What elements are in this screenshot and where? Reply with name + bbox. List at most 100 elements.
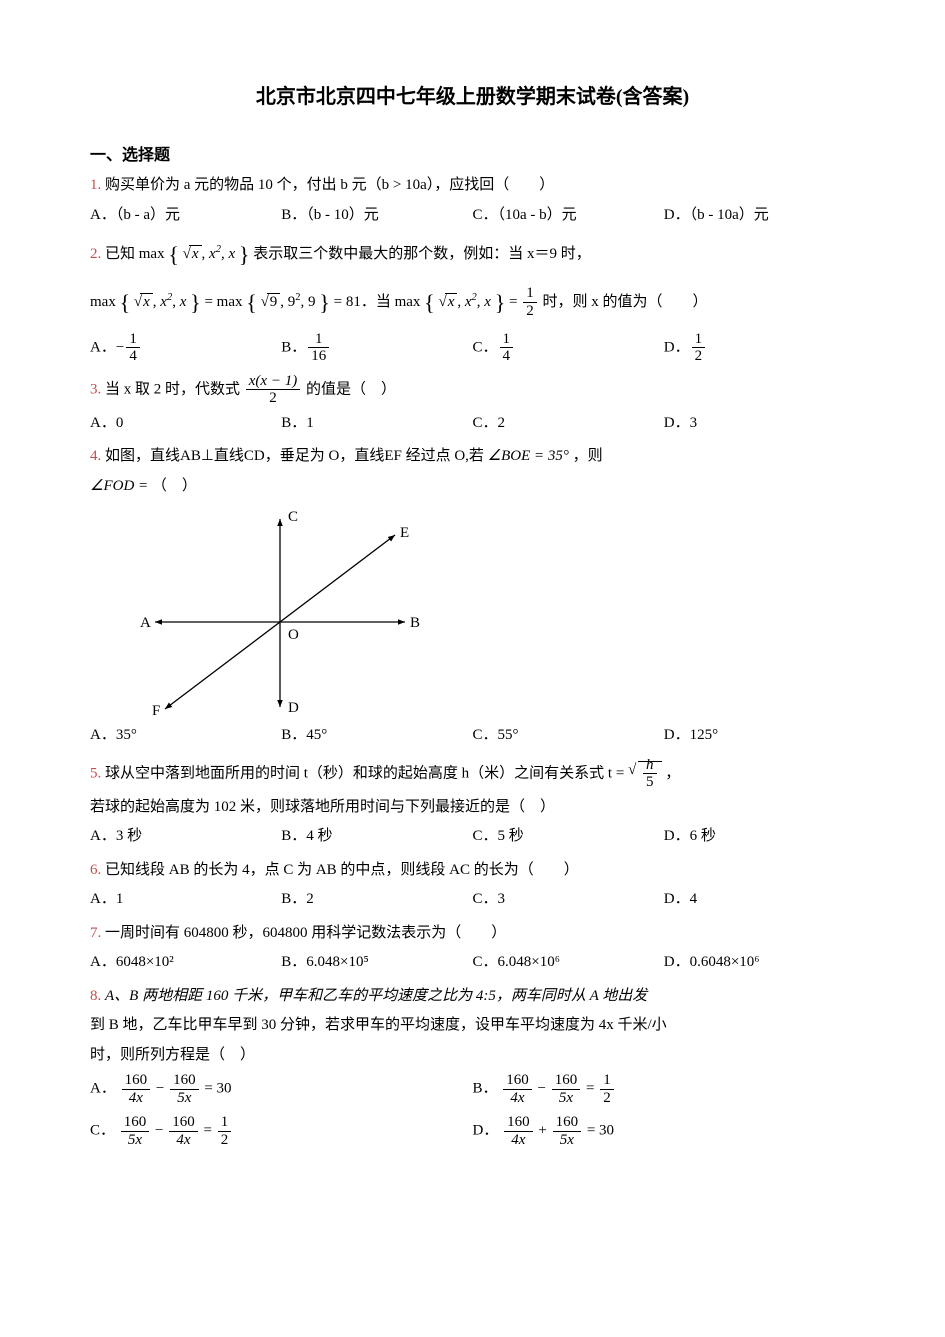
q5-opt-b: B．4 秒: [281, 824, 472, 850]
q2-xc: x: [484, 294, 491, 310]
q7-number: 7.: [90, 925, 101, 941]
q1-opt-b: B．（b - 10）元: [281, 203, 472, 229]
q1-opt-c: C．（10a - b）元: [473, 203, 664, 229]
svg-text:O: O: [288, 627, 299, 643]
q5-opt-c: C．5 秒: [473, 824, 664, 850]
brace-close-icon: }: [190, 290, 201, 315]
q1-opt-a: A．（b - a）元: [90, 203, 281, 229]
sqrt-x-icon: x: [438, 290, 457, 316]
q8-number: 8.: [90, 988, 101, 1004]
q7-opt-c: C．6.048×10⁶: [473, 950, 664, 976]
q8-line2: 到 B 地，乙车比甲车早到 30 分钟，若求甲车的平均速度，设甲车平均速度为 4…: [90, 1013, 855, 1039]
q2-opt-a: A．−14: [90, 331, 281, 365]
sqrt-x-inner: x: [140, 293, 153, 310]
q2-xb: x: [180, 294, 187, 310]
q1-number: 1.: [90, 177, 101, 193]
q2-opt-d: D．12: [664, 331, 855, 365]
page-title: 北京市北京四中七年级上册数学期末试卷(含答案): [90, 80, 855, 114]
q7-text: 一周时间有 604800 秒，604800 用科学记数法表示为（ ）: [105, 925, 506, 941]
q2-x2b: x2: [160, 294, 172, 310]
frac-num: x(x − 1): [246, 373, 300, 391]
brace-open-icon: {: [424, 290, 435, 315]
sqrt-x-icon: x: [183, 242, 202, 268]
q2-9sq: 92: [288, 294, 301, 310]
q4-ang1: ∠BOE = 35°: [488, 448, 569, 464]
q1-options: A．（b - a）元 B．（b - 10）元 C．（10a - b）元 D．（b…: [90, 203, 855, 229]
q5-options: A．3 秒 B．4 秒 C．5 秒 D．6 秒: [90, 824, 855, 850]
q3-opt-a: A．0: [90, 411, 281, 437]
q3-post: 的值是（ ）: [306, 381, 396, 397]
q6-options: A．1 B．2 C．3 D．4: [90, 887, 855, 913]
q4-line2: ∠FOD = （ ）: [90, 474, 855, 500]
q2-text-a: 已知 max: [105, 246, 165, 262]
section-heading: 一、选择题: [90, 142, 855, 169]
sqrt-9-inner: 9: [267, 293, 281, 310]
q4-opt-a: A．35°: [90, 723, 281, 749]
q4-text1: 如图，直线AB⊥直线CD，垂足为 O，直线EF 经过点 O,若: [105, 448, 488, 464]
frac-num: h: [643, 757, 657, 775]
brace-close-icon: }: [239, 242, 250, 267]
q3-pre: 当 x 取 2 时，代数式: [105, 381, 240, 397]
q4-diagram: ABCDEFO: [130, 507, 430, 717]
brace-open-icon: {: [246, 290, 257, 315]
q4-options: A．35° B．45° C．55° D．125°: [90, 723, 855, 749]
q8-line3: 时，则所列方程是（ ）: [90, 1043, 855, 1069]
brace-open-icon: {: [120, 290, 131, 315]
q6-text: 已知线段 AB 的长为 4，点 C 为 AB 的中点，则线段 AC 的长为（ ）: [105, 862, 579, 878]
q2-options: A．−14 B．116 C．14 D．12: [90, 331, 855, 365]
svg-text:F: F: [152, 703, 160, 717]
question-4: 4. 如图，直线AB⊥直线CD，垂足为 O，直线EF 经过点 O,若 ∠BOE …: [90, 444, 855, 470]
q1-opt-d: D．（b - 10a）元: [664, 203, 855, 229]
q3-frac: x(x − 1) 2: [246, 373, 300, 407]
q6-opt-a: A．1: [90, 887, 281, 913]
q3-opt-c: C．2: [473, 411, 664, 437]
q1-text: 购买单价为 a 元的物品 10 个，付出 b 元（b > 10a），应找回（ ）: [105, 177, 554, 193]
question-5: 5. 球从空中落到地面所用的时间 t（秒）和球的起始高度 h（米）之间有关系式 …: [90, 757, 855, 791]
q4-opt-c: C．55°: [473, 723, 664, 749]
q7-options: A．6048×10² B．6.048×10⁵ C．6.048×10⁶ D．0.6…: [90, 950, 855, 976]
brace-close-icon: }: [319, 290, 330, 315]
frac-den: 2: [523, 303, 537, 320]
q2-9: 9: [308, 294, 316, 310]
sqrt-9-icon: 9: [261, 290, 281, 316]
question-8: 8. A、B 两地相距 160 千米，甲车和乙车的平均速度之比为 4:5，两车同…: [90, 984, 855, 1010]
q2-x: x: [228, 246, 235, 262]
q2-x2: x2: [209, 246, 221, 262]
q8-options-row1: A． 1604x − 1605x = 30 B． 1604x − 1605x =…: [90, 1072, 855, 1106]
q6-opt-b: B．2: [281, 887, 472, 913]
sqrt-x-inner: x: [445, 293, 458, 310]
question-1: 1. 购买单价为 a 元的物品 10 个，付出 b 元（b > 10a），应找回…: [90, 173, 855, 199]
q3-options: A．0 B．1 C．2 D．3: [90, 411, 855, 437]
q3-number: 3.: [90, 381, 101, 397]
q7-opt-d: D．0.6048×10⁶: [664, 950, 855, 976]
question-3: 3. 当 x 取 2 时，代数式 x(x − 1) 2 的值是（ ）: [90, 373, 855, 407]
question-2: 2. 已知 max { x, x2, x } 表示取三个数中最大的那个数，例如：…: [90, 236, 855, 273]
q2-l2a: max: [90, 294, 116, 310]
sqrt-inner: h 5: [638, 761, 662, 778]
q2-l2d: 时，则 x 的值为（ ）: [543, 294, 708, 310]
q5-text2: ，: [665, 765, 680, 781]
frac-den: 2: [246, 390, 300, 407]
q8-opt-c: C． 1605x − 1604x = 12: [90, 1114, 473, 1148]
q5-opt-a: A．3 秒: [90, 824, 281, 850]
q2-l2b: = max: [204, 294, 242, 310]
q8-text1: A、B 两地相距 160 千米，甲车和乙车的平均速度之比为 4:5，两车同时从 …: [105, 988, 647, 1004]
q2-line2: max { x, x2, x } = max { 9, 92, 9 } = 81…: [90, 284, 855, 321]
q2-x2c: x2: [465, 294, 477, 310]
sqrt-x-inner: x: [189, 245, 202, 262]
frac-half: 1 2: [523, 285, 537, 319]
q4-opt-b: B．45°: [281, 723, 472, 749]
frac-num: 1: [523, 285, 537, 303]
q7-opt-b: B．6.048×10⁵: [281, 950, 472, 976]
brace-close-icon: }: [495, 290, 506, 315]
q6-number: 6.: [90, 862, 101, 878]
q7-opt-a: A．6048×10²: [90, 950, 281, 976]
q3-opt-d: D．3: [664, 411, 855, 437]
sqrt-frac-icon: h 5: [628, 757, 661, 791]
brace-open-icon: {: [168, 242, 179, 267]
q4-paren: （ ）: [152, 478, 197, 494]
q8-opt-d: D． 1604x + 1605x = 30: [473, 1114, 856, 1148]
q2-number: 2.: [90, 246, 101, 262]
q4-text2: ，则: [573, 448, 603, 464]
question-7: 7. 一周时间有 604800 秒，604800 用科学记数法表示为（ ）: [90, 921, 855, 947]
